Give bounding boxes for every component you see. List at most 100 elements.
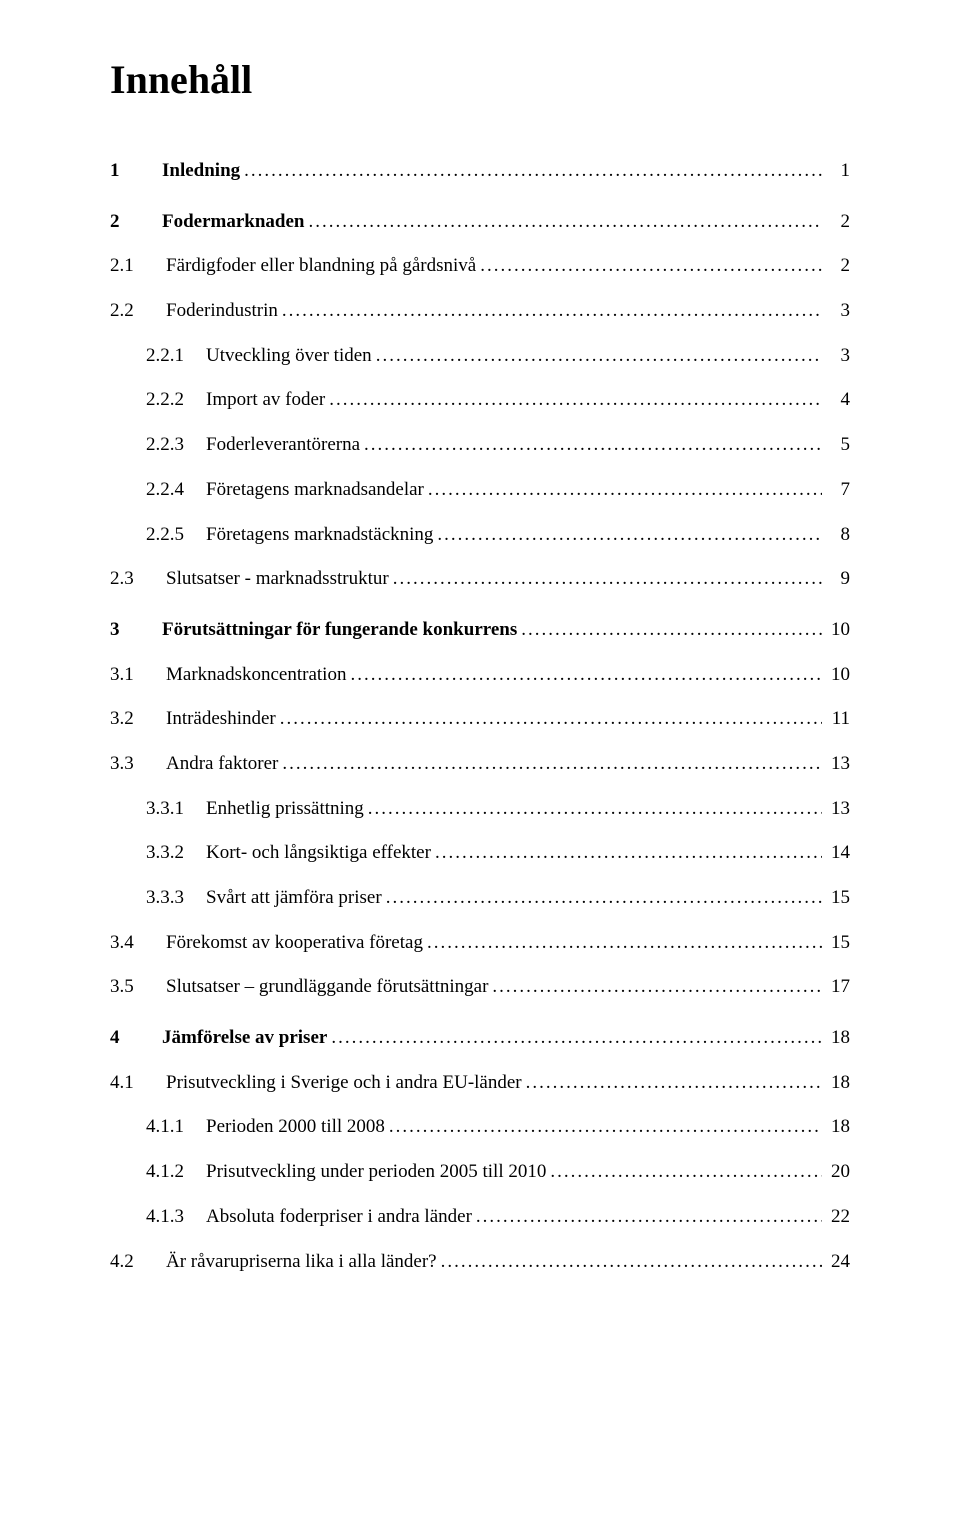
- toc-leader-dots: [305, 210, 823, 235]
- toc-entry-number: 4.1.1: [146, 1115, 204, 1140]
- toc-entry-number: 3.3.3: [146, 886, 204, 911]
- toc-entry-page: 24: [822, 1250, 850, 1275]
- toc-entry: 3.3.2Kort- och långsiktiga effekter 14: [110, 841, 850, 866]
- toc-entry: 2.2.2Import av foder4: [110, 388, 850, 413]
- toc-entry: 4.1Prisutveckling i Sverige och i andra …: [110, 1071, 850, 1096]
- toc-entry-title: Prisutveckling under perioden 2005 till …: [204, 1160, 546, 1185]
- toc-entry-number: 2: [110, 210, 148, 235]
- toc-entry-page: 18: [822, 1026, 850, 1051]
- toc-entry: 3.3.3Svårt att jämföra priser15: [110, 886, 850, 911]
- toc-entry-page: 10: [822, 663, 850, 688]
- toc-entry: 3.4Förekomst av kooperativa företag15: [110, 931, 850, 956]
- toc-entry-page: 3: [822, 344, 850, 369]
- toc-entry-title: Foderleverantörerna: [204, 433, 360, 458]
- toc-leader-dots: [278, 299, 822, 324]
- toc-leader-dots: [546, 1160, 822, 1185]
- toc-entry-title: Slutsatser – grundläggande förutsättning…: [162, 975, 488, 1000]
- toc-entry: 3Förutsättningar för fungerande konkurre…: [110, 618, 850, 643]
- toc-entry-page: 2: [822, 210, 850, 235]
- toc-entry-title: Förutsättningar för fungerande konkurren…: [148, 618, 517, 643]
- toc-entry-title: Fodermarknaden: [148, 210, 305, 235]
- toc-leader-dots: [433, 523, 822, 548]
- toc-entry-number: 4.1: [110, 1071, 162, 1096]
- table-of-contents: 1Inledning12Fodermarknaden22.1Färdigfode…: [110, 159, 850, 1274]
- toc-entry-title: Färdigfoder eller blandning på gårdsnivå: [162, 254, 476, 279]
- toc-leader-dots: [424, 478, 822, 503]
- toc-leader-dots: [346, 663, 822, 688]
- toc-entry-page: 9: [822, 567, 850, 592]
- toc-entry-title: Inträdeshinder: [162, 707, 276, 732]
- toc-leader-dots: [327, 1026, 822, 1051]
- toc-entry-title: Perioden 2000 till 2008: [204, 1115, 385, 1140]
- toc-entry: 3.3.1Enhetlig prissättning13: [110, 797, 850, 822]
- toc-leader-dots: [431, 841, 822, 866]
- toc-entry-number: 4.1.2: [146, 1160, 204, 1185]
- toc-entry-number: 3.4: [110, 931, 162, 956]
- toc-entry-title: Enhetlig prissättning: [204, 797, 364, 822]
- toc-entry: 2Fodermarknaden2: [110, 210, 850, 235]
- toc-entry: 4.1.2Prisutveckling under perioden 2005 …: [110, 1160, 850, 1185]
- toc-leader-dots: [437, 1250, 822, 1275]
- toc-leader-dots: [325, 388, 822, 413]
- toc-entry: 1Inledning1: [110, 159, 850, 184]
- toc-entry-title: Inledning: [148, 159, 240, 184]
- toc-entry-page: 7: [822, 478, 850, 503]
- toc-entry-number: 2.2.2: [146, 388, 204, 413]
- toc-entry-title: Företagens marknadsandelar: [204, 478, 424, 503]
- toc-entry-page: 18: [822, 1071, 850, 1096]
- toc-leader-dots: [278, 752, 822, 777]
- toc-entry-number: 2.3: [110, 567, 162, 592]
- toc-entry-page: 5: [822, 433, 850, 458]
- toc-entry-page: 14: [822, 841, 850, 866]
- toc-entry-title: Företagens marknadstäckning: [204, 523, 433, 548]
- page-title: Innehåll: [110, 56, 850, 103]
- toc-entry-number: 1: [110, 159, 148, 184]
- toc-entry-page: 18: [822, 1115, 850, 1140]
- toc-entry: 3.1Marknadskoncentration10: [110, 663, 850, 688]
- toc-entry-page: 3: [822, 299, 850, 324]
- toc-entry: 3.3Andra faktorer13: [110, 752, 850, 777]
- toc-entry: 3.2Inträdeshinder11: [110, 707, 850, 732]
- toc-entry: 2.2.1Utveckling över tiden 3: [110, 344, 850, 369]
- toc-leader-dots: [385, 1115, 822, 1140]
- toc-entry-page: 10: [822, 618, 850, 643]
- toc-entry-number: 2.2.3: [146, 433, 204, 458]
- toc-leader-dots: [488, 975, 822, 1000]
- toc-entry-title: Är råvarupriserna lika i alla länder?: [162, 1250, 437, 1275]
- toc-entry-number: 3.5: [110, 975, 162, 1000]
- toc-entry-page: 22: [822, 1205, 850, 1230]
- toc-leader-dots: [389, 567, 822, 592]
- toc-entry-number: 2.2.5: [146, 523, 204, 548]
- toc-entry-title: Prisutveckling i Sverige och i andra EU-…: [162, 1071, 522, 1096]
- toc-entry-title: Utveckling över tiden: [204, 344, 372, 369]
- toc-entry: 2.2Foderindustrin3: [110, 299, 850, 324]
- toc-entry-page: 11: [822, 707, 850, 732]
- toc-entry-number: 3: [110, 618, 148, 643]
- toc-entry-number: 3.3: [110, 752, 162, 777]
- toc-leader-dots: [472, 1205, 822, 1230]
- toc-leader-dots: [372, 344, 822, 369]
- toc-leader-dots: [517, 618, 822, 643]
- toc-leader-dots: [382, 886, 822, 911]
- toc-entry-number: 3.3.2: [146, 841, 204, 866]
- toc-entry-page: 13: [822, 752, 850, 777]
- toc-entry: 2.2.3Foderleverantörerna 5: [110, 433, 850, 458]
- toc-entry-page: 17: [822, 975, 850, 1000]
- toc-entry: 4Jämförelse av priser18: [110, 1026, 850, 1051]
- toc-entry-page: 15: [822, 931, 850, 956]
- toc-entry-number: 3.1: [110, 663, 162, 688]
- toc-leader-dots: [476, 254, 822, 279]
- toc-entry-title: Import av foder: [204, 388, 325, 413]
- toc-entry: 2.1Färdigfoder eller blandning på gårdsn…: [110, 254, 850, 279]
- toc-entry-number: 4.1.3: [146, 1205, 204, 1230]
- toc-entry-page: 8: [822, 523, 850, 548]
- toc-entry-title: Slutsatser - marknadsstruktur: [162, 567, 389, 592]
- toc-leader-dots: [423, 931, 822, 956]
- toc-entry-title: Absoluta foderpriser i andra länder: [204, 1205, 472, 1230]
- toc-entry: 4.2Är råvarupriserna lika i alla länder?…: [110, 1250, 850, 1275]
- toc-entry-title: Kort- och långsiktiga effekter: [204, 841, 431, 866]
- toc-entry-page: 2: [822, 254, 850, 279]
- toc-entry-page: 1: [822, 159, 850, 184]
- toc-entry-page: 13: [822, 797, 850, 822]
- toc-entry-number: 2.2.1: [146, 344, 204, 369]
